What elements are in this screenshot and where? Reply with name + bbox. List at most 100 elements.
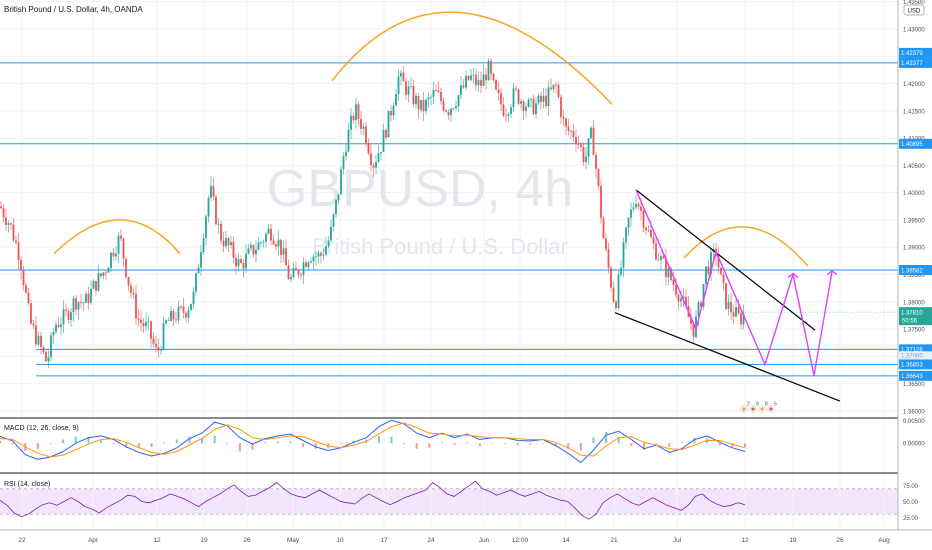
candle-body bbox=[60, 324, 62, 327]
macd-histogram-bar bbox=[491, 443, 494, 444]
grid bbox=[0, 0, 898, 530]
candle-body bbox=[315, 256, 317, 258]
candle-body bbox=[440, 91, 442, 102]
candle-body bbox=[545, 95, 547, 107]
candle-body bbox=[207, 197, 210, 217]
candle-body bbox=[165, 320, 167, 324]
event-count: 8 bbox=[765, 402, 768, 408]
macd-tick-label: 0.00000 bbox=[903, 442, 925, 448]
arrowhead[interactable] bbox=[787, 272, 799, 279]
macd-histogram-bar bbox=[163, 442, 166, 444]
macd-histogram-bar bbox=[605, 432, 608, 444]
candle-body bbox=[177, 306, 180, 321]
candle-body bbox=[652, 237, 655, 244]
symbol-title[interactable]: British Pound / U.S. Dollar, 4h, OANDA bbox=[4, 5, 143, 14]
candle-body bbox=[725, 283, 727, 309]
drawings[interactable] bbox=[53, 11, 841, 402]
candle-body bbox=[145, 321, 147, 327]
price-level-label: 1.36643 bbox=[901, 374, 923, 380]
macd-histogram-bar bbox=[390, 436, 393, 444]
time-tick-label: 12 bbox=[741, 537, 749, 544]
candle-body bbox=[740, 313, 742, 325]
candle-body bbox=[625, 227, 627, 243]
candle-body bbox=[57, 324, 60, 327]
candle-body bbox=[697, 302, 700, 317]
candle-body bbox=[537, 95, 540, 104]
candle-body bbox=[250, 244, 252, 249]
candle-body bbox=[350, 115, 352, 130]
macd-histogram-bar bbox=[201, 437, 204, 444]
candle-body bbox=[62, 309, 65, 325]
rsi-title[interactable]: RSI (14, close) bbox=[4, 481, 50, 488]
price-level-label-bg bbox=[899, 344, 932, 355]
candle-body bbox=[412, 85, 415, 105]
macd-histogram-bar bbox=[630, 443, 633, 446]
candle-body bbox=[637, 203, 640, 207]
candle-body bbox=[42, 346, 45, 352]
candle-body bbox=[245, 253, 247, 269]
horizontal-levels[interactable] bbox=[0, 62, 898, 377]
trend-line[interactable] bbox=[635, 189, 816, 331]
candle-body bbox=[357, 104, 360, 119]
time-tick-label: 17 bbox=[380, 537, 388, 544]
candle-body bbox=[677, 294, 680, 302]
candle-body bbox=[665, 258, 667, 278]
candle-body bbox=[130, 285, 132, 293]
candle-body bbox=[22, 270, 25, 286]
candle-body bbox=[180, 306, 182, 308]
candle-body bbox=[80, 302, 82, 303]
macd-histogram-bar bbox=[744, 443, 746, 447]
time-tick-label: 21 bbox=[610, 537, 618, 544]
candle-body bbox=[100, 273, 102, 276]
price-level-label: 1.38582 bbox=[901, 268, 923, 274]
candle-body bbox=[575, 136, 577, 144]
candle-body bbox=[267, 228, 270, 234]
candle-body bbox=[342, 156, 345, 170]
macd-histogram-bar bbox=[466, 442, 469, 444]
candle-body bbox=[137, 318, 140, 320]
candle-body bbox=[355, 104, 357, 121]
candle-body bbox=[535, 103, 537, 115]
candle-body bbox=[592, 127, 595, 155]
candle-body bbox=[587, 138, 590, 157]
time-tick-label: Aug bbox=[878, 537, 890, 544]
arc-drawing[interactable] bbox=[331, 11, 613, 105]
candle-body bbox=[615, 301, 617, 308]
candle-body bbox=[517, 89, 520, 104]
candle-body bbox=[237, 259, 240, 267]
currency-button[interactable]: USD bbox=[903, 4, 925, 16]
time-axis[interactable]: 22 Apr 12 19 26 May 10 17 24 Jun 12:00 14 21 Jul 12 19 2… bbox=[18, 537, 890, 544]
candle-body bbox=[405, 81, 407, 95]
macd-histogram-bar bbox=[617, 436, 620, 444]
macd-histogram-bar bbox=[87, 436, 90, 444]
candle-body bbox=[620, 267, 622, 275]
candle-body bbox=[305, 262, 307, 268]
candle-body bbox=[632, 207, 635, 210]
arrowhead[interactable] bbox=[826, 269, 838, 276]
arc-drawing[interactable] bbox=[683, 226, 809, 267]
candle-body bbox=[115, 253, 117, 257]
macd-histogram-bar bbox=[440, 442, 443, 444]
macd-title[interactable]: MACD (12, 26, close, 9) bbox=[4, 425, 79, 432]
candle-body bbox=[672, 279, 675, 286]
projection-path[interactable] bbox=[635, 189, 833, 376]
time-tick-label: 12 bbox=[153, 537, 161, 544]
candle-body bbox=[730, 302, 732, 313]
candle-body bbox=[450, 108, 452, 116]
candle-body bbox=[112, 252, 115, 257]
macd-histogram-bar bbox=[62, 439, 65, 444]
candle-body bbox=[20, 259, 22, 271]
candle-body bbox=[692, 323, 695, 337]
price-level-label: 1.37128 bbox=[901, 348, 923, 354]
candle-body bbox=[680, 298, 682, 302]
candle-body bbox=[117, 235, 120, 254]
candle-body bbox=[690, 317, 692, 324]
candle-body bbox=[340, 169, 342, 195]
macd-histogram-bar bbox=[377, 435, 380, 444]
macd-histogram-bar bbox=[592, 437, 595, 444]
price-level-label: 1.36853 bbox=[901, 363, 923, 369]
arc-drawing[interactable] bbox=[53, 219, 181, 255]
trend-line[interactable] bbox=[614, 312, 841, 402]
